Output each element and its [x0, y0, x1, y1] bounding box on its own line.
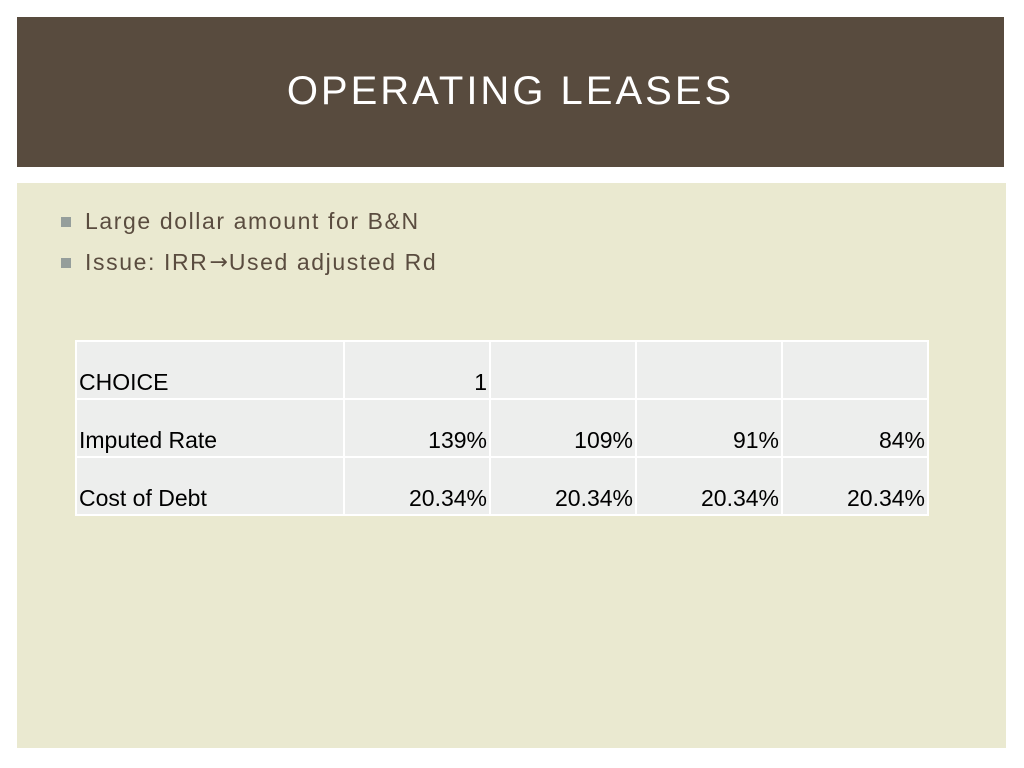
square-bullet-icon — [61, 216, 71, 227]
row-label-cell: Imputed Rate — [77, 400, 343, 456]
square-bullet-icon — [61, 257, 71, 268]
bullet-item: Issue: IRR → Used adjusted Rd — [59, 242, 437, 283]
right-arrow-icon: → — [209, 250, 228, 275]
table-cell: 109% — [491, 400, 635, 456]
content-area: Large dollar amount for B&N Issue: IRR →… — [17, 183, 1006, 748]
table-cell: 84% — [783, 400, 927, 456]
bullet-item: Large dollar amount for B&N — [59, 201, 437, 242]
table-cell — [637, 342, 781, 398]
bullet-text-after-arrow: Used adjusted Rd — [228, 249, 438, 275]
slide-title: OPERATING LEASES — [286, 68, 735, 113]
table-cell: 20.34% — [345, 458, 489, 514]
table-cell: 20.34% — [637, 458, 781, 514]
table-row: CHOICE 1 — [77, 342, 927, 398]
row-label-cell: Cost of Debt — [77, 458, 343, 514]
table-cell — [491, 342, 635, 398]
table-cell — [783, 342, 927, 398]
table-row: Cost of Debt 20.34% 20.34% 20.34% 20.34% — [77, 458, 927, 514]
table-cell: 1 — [345, 342, 489, 398]
title-bar: OPERATING LEASES — [17, 17, 1004, 167]
table-cell: 139% — [345, 400, 489, 456]
table-row: Imputed Rate 139% 109% 91% 84% — [77, 400, 927, 456]
bullet-text: Large dollar amount for B&N — [85, 208, 420, 234]
table-cell: 20.34% — [491, 458, 635, 514]
bullet-text-before-arrow: Issue: IRR — [85, 249, 209, 275]
data-table: CHOICE 1 Imputed Rate 139% 109% 91% 84% … — [75, 340, 929, 516]
row-label-cell: CHOICE — [77, 342, 343, 398]
table-cell: 91% — [637, 400, 781, 456]
table-cell: 20.34% — [783, 458, 927, 514]
bullet-list: Large dollar amount for B&N Issue: IRR →… — [59, 201, 437, 283]
